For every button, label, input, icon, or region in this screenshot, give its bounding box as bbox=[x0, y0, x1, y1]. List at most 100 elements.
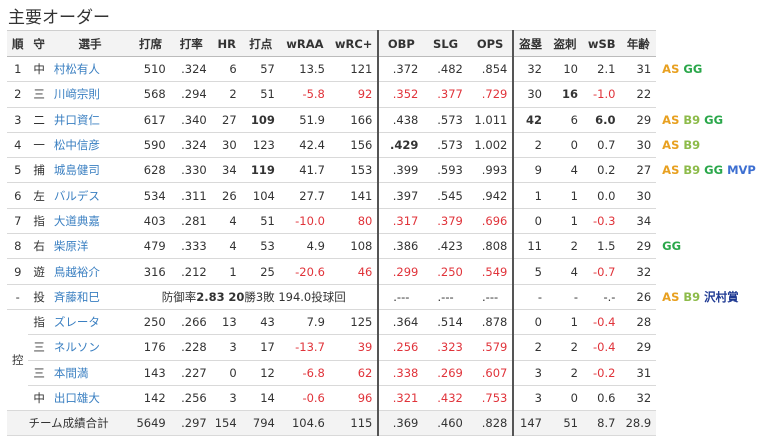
stat-wrc: 121 bbox=[329, 56, 380, 83]
player-name-link[interactable]: 川﨑宗則 bbox=[49, 81, 131, 108]
stat-age: 29 bbox=[620, 107, 657, 133]
stat-wsb: -0.7 bbox=[583, 258, 621, 285]
stat-avg: .311 bbox=[170, 182, 212, 209]
stat-avg: .294 bbox=[170, 81, 212, 108]
stat-pa: 628 bbox=[130, 157, 171, 184]
stat-wrc: 96 bbox=[329, 385, 380, 412]
stat-hr: 26 bbox=[211, 182, 242, 209]
stat-age: 32 bbox=[620, 258, 657, 285]
player-name-link[interactable]: 城島健司 bbox=[49, 157, 131, 184]
position: 遊 bbox=[28, 258, 50, 285]
column-header: HR bbox=[211, 30, 242, 57]
batting-order: - bbox=[7, 284, 29, 310]
player-name-link[interactable]: 大道典嘉 bbox=[49, 208, 131, 235]
batting-order: 5 bbox=[7, 157, 29, 184]
total-wsb: 8.7 bbox=[583, 410, 621, 437]
pitcher-era: 2.83 bbox=[196, 289, 225, 304]
stat-wsb: -0.4 bbox=[583, 334, 621, 361]
player-name-link[interactable]: 本間満 bbox=[49, 360, 131, 386]
stat-wraa: -20.6 bbox=[279, 258, 330, 285]
stat-age: 32 bbox=[620, 385, 657, 412]
player-name-link[interactable]: 出口雄大 bbox=[49, 385, 131, 412]
position: 指 bbox=[28, 208, 50, 235]
stat-age: 26 bbox=[620, 284, 657, 310]
stat-wsb: 0.6 bbox=[583, 385, 621, 412]
awards bbox=[656, 208, 759, 234]
pitcher-row: - 投斉藤和巳 防御率2.83 20勝3敗 194.0投球回 .--- .--- .---… bbox=[7, 284, 759, 310]
stat-avg: .266 bbox=[170, 309, 212, 336]
total-wraa: 104.6 bbox=[279, 410, 330, 437]
stat-wraa: 4.9 bbox=[279, 233, 330, 260]
stat-pa: 568 bbox=[130, 81, 171, 108]
player-name-link[interactable]: 松中信彦 bbox=[49, 132, 131, 159]
stat-obp: .372 bbox=[378, 56, 424, 83]
position: 投 bbox=[28, 284, 50, 310]
stat-cs: 1 bbox=[546, 182, 583, 209]
stat-pa: 534 bbox=[130, 182, 171, 209]
stat-wsb: 0.7 bbox=[583, 132, 621, 159]
stat-cs: 0 bbox=[546, 385, 583, 412]
stat-wsb: 1.5 bbox=[583, 233, 621, 260]
player-name-link[interactable]: 斉藤和巳 bbox=[49, 284, 131, 310]
batting-order: 6 bbox=[7, 182, 29, 209]
column-header: wSB bbox=[583, 30, 621, 57]
award-badge: GG bbox=[704, 112, 724, 127]
column-header: SLG bbox=[423, 30, 468, 57]
total-age: 28.9 bbox=[620, 410, 657, 437]
stat-slg: .377 bbox=[423, 81, 468, 108]
stat-wrc: 92 bbox=[329, 81, 380, 108]
stat-avg: .324 bbox=[170, 132, 212, 159]
awards: AS B9 GG MVP bbox=[656, 157, 759, 183]
column-header: 盗刺 bbox=[546, 30, 583, 57]
stat-cs: 16 bbox=[546, 81, 583, 108]
stat-pa: 176 bbox=[130, 334, 171, 361]
player-name-link[interactable]: バルデス bbox=[49, 182, 131, 209]
stat-avg: .256 bbox=[170, 385, 212, 412]
awards: AS B9 沢村賞 bbox=[656, 284, 759, 310]
stat-cs: 1 bbox=[546, 309, 583, 336]
player-name-link[interactable]: ネルソン bbox=[49, 334, 131, 361]
award-badge: MVP bbox=[727, 163, 756, 178]
player-name-link[interactable]: 村松有人 bbox=[49, 56, 131, 83]
awards bbox=[656, 360, 759, 386]
total-slg: .460 bbox=[423, 410, 468, 437]
player-name-link[interactable]: 井口資仁 bbox=[49, 107, 131, 133]
stat-rbi: 119 bbox=[241, 157, 280, 184]
table-row: 7 指大道典嘉 403.281 4 51 -10.0 80.317.379.696 0 1 -0.… bbox=[7, 208, 759, 235]
stat-rbi: 12 bbox=[241, 360, 280, 386]
stat-slg: .423 bbox=[423, 233, 468, 260]
stat-age: 31 bbox=[620, 360, 657, 386]
player-name-link[interactable]: 柴原洋 bbox=[49, 233, 131, 260]
award-badge: AS bbox=[662, 163, 680, 178]
stat-obp: .438 bbox=[378, 107, 424, 133]
total-rbi: 794 bbox=[241, 410, 280, 437]
stat-sb: 3 bbox=[513, 385, 547, 412]
stat-slg: .--- bbox=[423, 284, 468, 310]
position: 中 bbox=[28, 385, 50, 412]
stat-rbi: 123 bbox=[241, 132, 280, 159]
stat-rbi: 51 bbox=[241, 208, 280, 235]
table-row: 8 右柴原洋 479.333 4 53 4.9 108.386.423.808 11 2 1.5 2… bbox=[7, 233, 759, 260]
stat-avg: .228 bbox=[170, 334, 212, 361]
table-row: 三ネルソン 176.228 3 17 -13.7 39.256.323.579 2 2 -0.4… bbox=[7, 334, 759, 361]
player-name-link[interactable]: ズレータ bbox=[49, 309, 131, 336]
stat-hr: 3 bbox=[211, 385, 242, 412]
stat-hr: 2 bbox=[211, 81, 242, 108]
stat-hr: 1 bbox=[211, 258, 242, 285]
stat-obp: .397 bbox=[378, 182, 424, 209]
stat-sb: 2 bbox=[513, 334, 547, 361]
stat-wraa: 51.9 bbox=[279, 107, 330, 133]
table-row: 控指ズレータ 250.266 13 43 7.9 125.364.514.878 0 1 -0.… bbox=[7, 309, 759, 412]
stat-avg: .330 bbox=[170, 157, 212, 184]
stat-avg: .281 bbox=[170, 208, 212, 235]
stat-obp: .--- bbox=[378, 284, 424, 310]
stat-age: 27 bbox=[620, 157, 657, 184]
stat-cs: 10 bbox=[546, 56, 583, 83]
player-name-link[interactable]: 鳥越裕介 bbox=[49, 258, 131, 285]
stat-wraa: -0.6 bbox=[279, 385, 330, 412]
stat-ops: .808 bbox=[467, 233, 515, 260]
stat-age: 28 bbox=[620, 309, 657, 336]
total-avg: .297 bbox=[170, 410, 212, 437]
stat-wraa: 7.9 bbox=[279, 309, 330, 336]
table-row: 6 左バルデス 534.311 26 104 27.7 141.397.545.942 1 1 0… bbox=[7, 182, 759, 209]
